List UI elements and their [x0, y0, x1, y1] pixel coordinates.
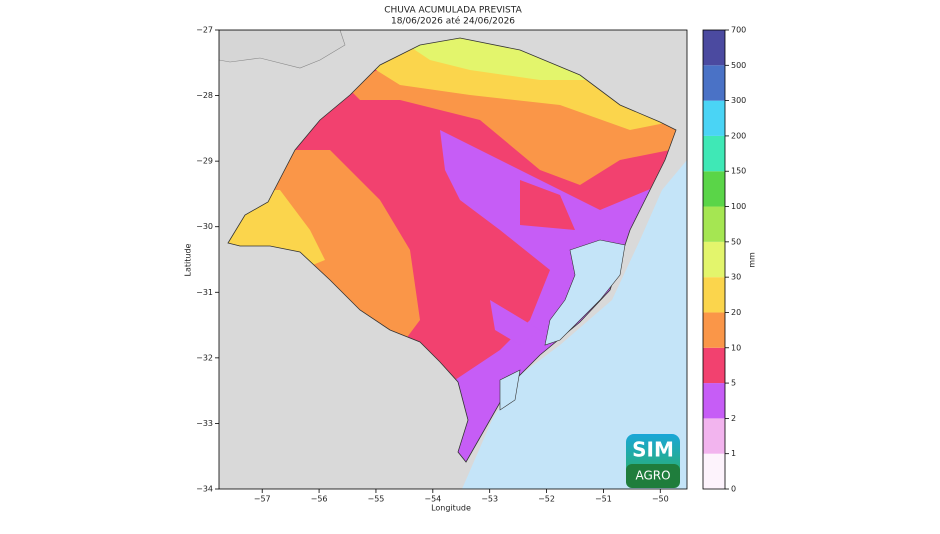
colorbar-tick-label: 150: [731, 167, 746, 176]
x-axis-label: Longitude: [431, 504, 471, 513]
colorbar-tick-label: 100: [731, 202, 746, 211]
y-tick-label: −30: [196, 222, 213, 231]
map-title: CHUVA ACUMULADA PREVISTA: [384, 6, 522, 16]
y-tick-label: −27: [196, 26, 213, 35]
y-tick-label: −33: [196, 419, 213, 428]
x-tick-label: −53: [481, 495, 498, 504]
colorbar-bin: [703, 383, 725, 419]
logo-bottom: AGRO: [635, 469, 670, 483]
x-tick-label: −52: [538, 495, 555, 504]
ocean: [462, 160, 687, 489]
colorbar-bin: [703, 277, 725, 313]
logo: SIM AGRO: [626, 434, 680, 488]
lagoon: [544, 239, 626, 346]
map-area: [219, 30, 687, 489]
colorbar-tick-label: 30: [731, 273, 741, 282]
colorbar-bin: [703, 30, 725, 66]
colorbar-tick-label: 10: [731, 343, 741, 352]
x-tick-label: −54: [424, 495, 441, 504]
colorbar-tick-label: 20: [731, 308, 741, 317]
colorbar-bin: [703, 453, 725, 489]
y-tick-label: −32: [196, 353, 213, 362]
x-tick-label: −50: [652, 495, 669, 504]
x-tick-label: −57: [254, 495, 271, 504]
border: [219, 30, 346, 69]
colorbar-tick-label: 500: [731, 61, 746, 70]
logo-band: [626, 464, 680, 488]
y-axis-label: Latitude: [184, 243, 193, 276]
colorbar-tick-label: 200: [731, 131, 746, 140]
colorbar-bin: [703, 241, 725, 278]
x-tick-label: −51: [595, 495, 612, 504]
colorbar-tick-label: 0: [731, 485, 736, 494]
colorbar-tick-label: 5: [731, 379, 736, 388]
x-tick-label: −56: [311, 495, 328, 504]
colorbar-bin: [703, 312, 725, 348]
y-tick-label: −31: [196, 288, 213, 297]
y-tick-label: −34: [196, 485, 213, 494]
colorbar-bin: [703, 206, 725, 242]
plot-frame: [218, 29, 688, 490]
y-tick-label: −28: [196, 91, 213, 100]
colorbar-tick-label: 2: [731, 414, 736, 423]
colorbar-bin: [703, 418, 725, 454]
state-outline: [227, 37, 677, 463]
logo-top: SIM: [632, 438, 674, 462]
colorbar-tick-label: 50: [731, 237, 741, 246]
colorbar-tick-label: 300: [731, 96, 746, 105]
lagoon: [499, 369, 521, 411]
x-tick-label: −55: [368, 495, 385, 504]
map-subtitle: 18/06/2026 até 24/06/2026: [391, 16, 515, 27]
colorbar-tick-label: 700: [731, 26, 746, 35]
colorbar-bin: [703, 100, 725, 136]
colorbar-frame: [702, 29, 726, 490]
colorbar-bin: [703, 171, 725, 207]
colorbar-tick-label: 1: [731, 449, 736, 458]
colorbar-bin: [703, 347, 725, 384]
colorbar-bin: [703, 135, 725, 172]
colorbar-label: mm: [748, 252, 757, 268]
y-tick-label: −29: [196, 157, 213, 166]
colorbar-bin: [703, 65, 725, 101]
